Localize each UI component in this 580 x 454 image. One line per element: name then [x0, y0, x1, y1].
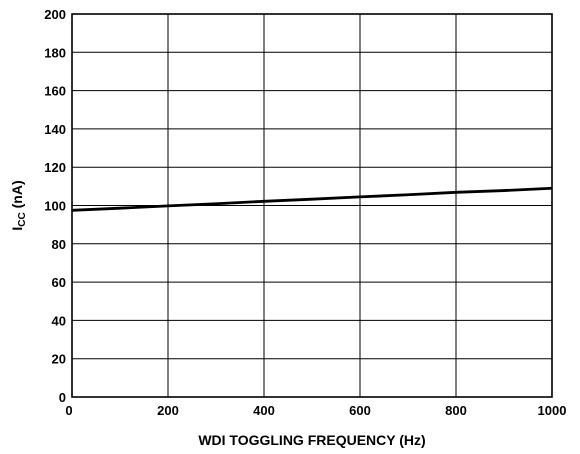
- y-axis-title-subscript: CC: [17, 212, 28, 226]
- series-line-0: [71, 186, 553, 212]
- y-tick-label-140: 140: [44, 122, 66, 137]
- y-tick-label-180: 180: [44, 45, 66, 60]
- y-tick-labels: 0 20 40 60 80 100 120 140 160 180 200: [44, 7, 66, 405]
- grid: [72, 14, 552, 397]
- x-tick-label-800: 800: [445, 403, 467, 418]
- x-tick-label-200: 200: [157, 403, 179, 418]
- y-tick-label-80: 80: [52, 237, 66, 252]
- y-tick-label-0: 0: [59, 390, 66, 405]
- y-tick-label-120: 120: [44, 160, 66, 175]
- x-tick-label-0: 0: [65, 403, 72, 418]
- x-axis-title: WDI TOGGLING FREQUENCY (Hz): [198, 432, 425, 448]
- y-tick-label-20: 20: [52, 352, 66, 367]
- y-tick-label-100: 100: [44, 199, 66, 214]
- x-tick-labels: 0 200 400 600 800 1000: [65, 403, 566, 418]
- y-tick-label-40: 40: [52, 313, 66, 328]
- y-tick-label-60: 60: [52, 275, 66, 290]
- x-tick-label-400: 400: [253, 403, 275, 418]
- y-axis-title: ICC (nA): [9, 180, 28, 230]
- y-tick-label-200: 200: [44, 7, 66, 22]
- y-tick-label-160: 160: [44, 84, 66, 99]
- y-axis-title-suffix: (nA): [9, 180, 25, 212]
- y-axis-title-main: I: [9, 227, 25, 231]
- x-tick-label-600: 600: [349, 403, 371, 418]
- plot-frame: [71, 13, 553, 398]
- series-layer: [71, 186, 553, 212]
- x-tick-label-1000: 1000: [538, 403, 567, 418]
